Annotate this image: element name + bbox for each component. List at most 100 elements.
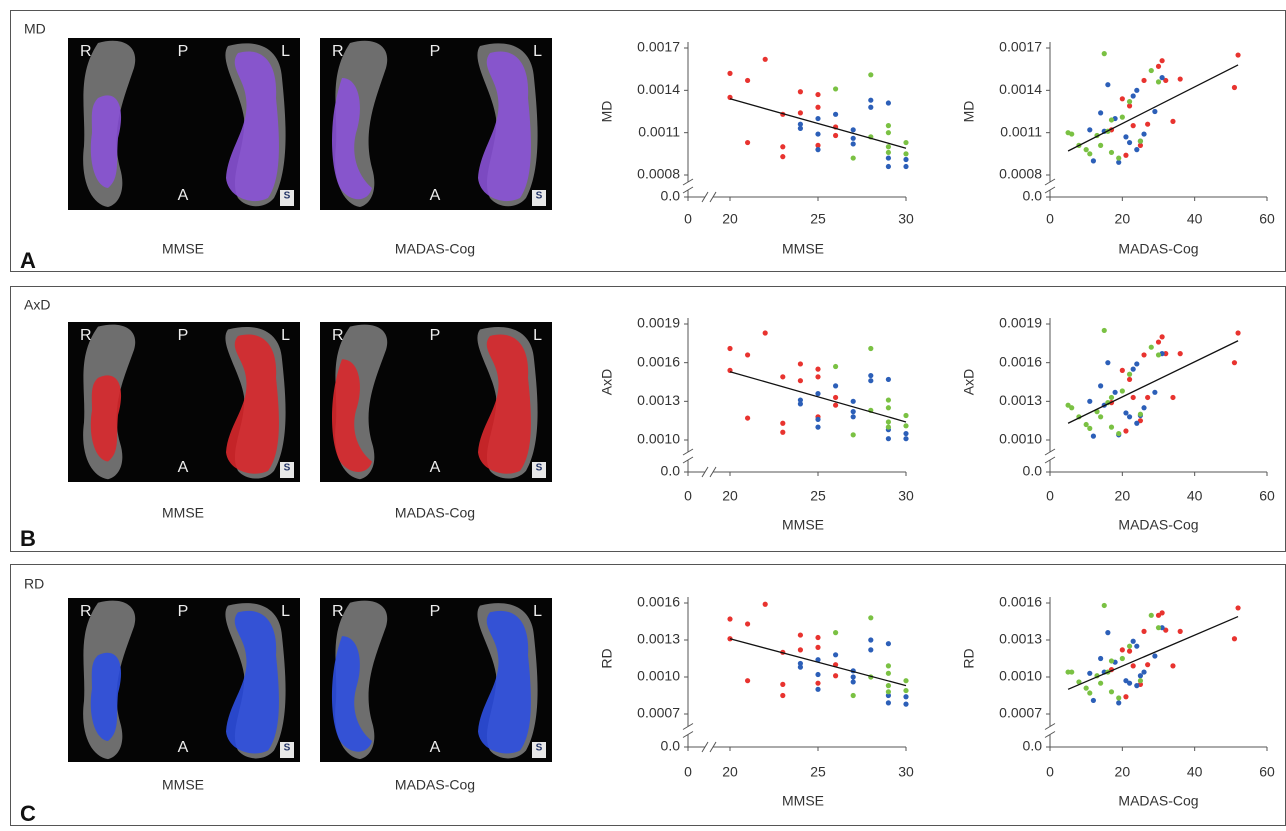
- data-point: [745, 678, 751, 684]
- x-tick-label: 25: [810, 764, 826, 780]
- data-point: [1137, 142, 1144, 148]
- data-point: [780, 374, 786, 380]
- data-point: [903, 687, 909, 694]
- data-point: [780, 144, 786, 150]
- data-point: [1126, 648, 1133, 654]
- data-point: [903, 436, 909, 442]
- orientation-marker: P: [430, 43, 441, 60]
- data-point: [1098, 383, 1104, 389]
- brain: [83, 600, 286, 760]
- axis-break: [682, 723, 694, 738]
- data-point: [885, 689, 892, 695]
- data-point: [1098, 680, 1104, 686]
- data-point: [1116, 700, 1122, 706]
- data-point: [780, 429, 786, 435]
- orientation-icon: [280, 742, 294, 758]
- orientation-marker: L: [533, 603, 542, 620]
- data-point: [815, 142, 821, 148]
- data-point: [815, 391, 821, 397]
- overlay: [226, 51, 279, 202]
- overlay: [332, 636, 372, 752]
- axis-break: [701, 466, 717, 478]
- y-tick-label: 0.0: [1023, 188, 1043, 204]
- data-point: [885, 155, 892, 161]
- data-point: [1159, 58, 1165, 64]
- y-axis-title: AxD: [599, 369, 615, 395]
- y-axis-title: RD: [961, 648, 977, 668]
- data-point: [745, 621, 751, 627]
- data-point: [903, 163, 909, 170]
- data-point: [850, 141, 856, 147]
- brain: [332, 600, 538, 760]
- data-point: [833, 111, 839, 117]
- data-point: [815, 671, 821, 678]
- x-tick-label: 60: [1259, 211, 1275, 227]
- orientation-marker: R: [332, 327, 344, 344]
- x-axis-title: MADAS-Cog: [1118, 241, 1198, 257]
- x-tick-label: 0: [1046, 764, 1054, 780]
- y-axis-title: AxD: [961, 369, 977, 395]
- data-point: [1137, 673, 1144, 679]
- data-point: [797, 125, 804, 132]
- y-tick-label: 0.0014: [999, 81, 1042, 97]
- orientation-marker: R: [80, 327, 92, 344]
- y-tick-label: 0.0011: [1000, 123, 1042, 139]
- x-tick-label: 25: [810, 488, 826, 504]
- overlay: [478, 334, 531, 474]
- orientation-marker: A: [430, 459, 441, 476]
- data-point: [1108, 689, 1115, 695]
- orientation-icon: [532, 742, 546, 758]
- data-point: [1112, 389, 1118, 395]
- data-point: [1141, 669, 1147, 675]
- data-point: [815, 680, 821, 686]
- data-point: [1123, 428, 1129, 434]
- data-point: [903, 412, 909, 419]
- data-point: [1235, 52, 1241, 58]
- orientation-marker: A: [430, 187, 441, 204]
- data-point: [1126, 680, 1133, 686]
- data-point: [1134, 683, 1140, 689]
- orientation-marker: P: [178, 327, 189, 344]
- data-point: [1065, 669, 1071, 675]
- data-point: [850, 414, 856, 420]
- data-point: [1163, 351, 1169, 357]
- data-point: [780, 692, 786, 699]
- data-point: [1159, 625, 1165, 631]
- data-point: [780, 420, 786, 426]
- data-point: [1145, 121, 1151, 127]
- image-caption: MADAS-Cog: [395, 241, 475, 257]
- measure-label: RD: [24, 576, 44, 592]
- data-point: [1130, 366, 1136, 372]
- data-point: [727, 345, 733, 352]
- data-point: [1126, 103, 1133, 109]
- data-point: [1177, 351, 1183, 357]
- data-point: [797, 110, 804, 116]
- overlay: [478, 610, 531, 754]
- data-point: [797, 664, 804, 670]
- orientation-icon-label: S: [284, 743, 291, 754]
- data-point: [1141, 405, 1147, 411]
- y-tick-label: 0.0: [661, 738, 681, 754]
- data-point: [1087, 690, 1093, 696]
- y-tick-label: 0.0: [1023, 738, 1043, 754]
- data-point: [1137, 418, 1144, 424]
- data-point: [797, 632, 804, 638]
- data-point: [1065, 402, 1071, 408]
- data-point: [797, 121, 804, 127]
- image-caption: MMSE: [162, 777, 204, 793]
- x-tick-label: 40: [1187, 764, 1203, 780]
- data-point: [1159, 75, 1165, 81]
- overlay: [226, 334, 279, 474]
- x-axis-title: MMSE: [782, 793, 824, 809]
- data-point: [833, 630, 839, 636]
- x-tick-label: 0: [684, 211, 692, 227]
- orientation-marker: L: [281, 603, 290, 620]
- data-point: [850, 679, 856, 685]
- data-point: [885, 692, 892, 699]
- data-point: [1152, 389, 1158, 395]
- data-point: [762, 56, 768, 62]
- brain: [332, 40, 538, 207]
- y-tick-label: 0.0: [661, 188, 681, 204]
- trend-line: [729, 98, 907, 149]
- data-point: [815, 366, 821, 372]
